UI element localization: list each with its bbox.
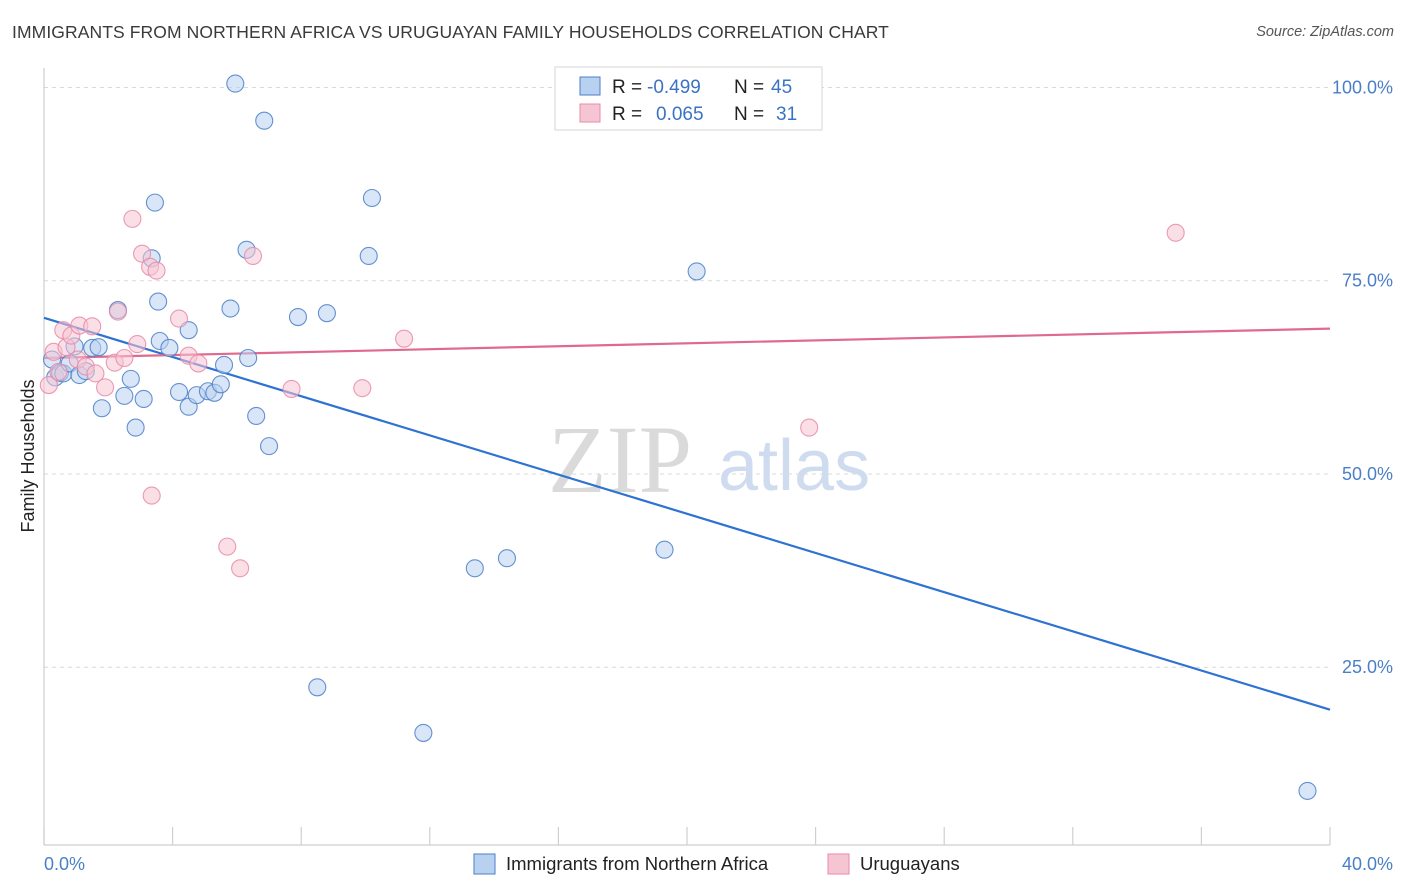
point-blue-13: [121, 369, 140, 388]
series-legend-swatch-blue: [473, 853, 496, 875]
point-blue-34: [255, 111, 274, 130]
watermark-zip: ZIP: [548, 406, 692, 513]
point-blue-27: [211, 375, 230, 394]
point-blue-23: [179, 321, 198, 340]
series-legend: Immigrants from Northern Africa Uruguaya…: [473, 853, 960, 875]
x-tick-label-0: 0.0%: [44, 854, 85, 874]
series-legend-swatch-pink: [827, 853, 850, 875]
trend-layer: [43, 316, 1331, 711]
trend-line-blue: [43, 316, 1331, 711]
point-blue-18: [149, 292, 168, 311]
point-pink-21: [169, 309, 189, 328]
point-pink-25: [231, 559, 250, 578]
y-tick-label-3: 100.0%: [1332, 77, 1393, 97]
trend-line-pink: [43, 327, 1331, 360]
point-pink-29: [395, 329, 414, 348]
watermark-atlas: atlas: [718, 426, 870, 506]
point-blue-41: [414, 723, 433, 742]
legend-r-value-blue: -0.499: [647, 77, 701, 98]
point-blue-29: [221, 299, 240, 318]
point-blue-46: [1298, 781, 1317, 800]
legend-r-label-blue: R =: [612, 77, 642, 98]
legend-n-value-blue: 45: [771, 77, 792, 98]
point-pink-13: [108, 302, 127, 321]
point-blue-15: [134, 389, 153, 409]
point-blue-28: [214, 355, 234, 375]
point-pink-27: [282, 379, 301, 398]
point-blue-9: [89, 338, 108, 357]
point-blue-43: [497, 549, 517, 568]
legend-swatch-pink: [579, 103, 601, 123]
series-legend-label-blue: Immigrants from Northern Africa: [506, 853, 769, 874]
point-blue-45: [687, 262, 706, 281]
y-axis-title: Family Households: [18, 379, 38, 532]
legend-n-label-pink: N =: [734, 104, 764, 125]
point-blue-36: [288, 307, 308, 327]
point-pink-30: [800, 418, 819, 437]
point-blue-17: [145, 193, 164, 212]
point-pink-19: [147, 261, 166, 280]
source-label: Source: ZipAtlas.com: [1256, 24, 1394, 40]
point-pink-17: [133, 244, 152, 263]
chart-title: IMMIGRANTS FROM NORTHERN AFRICA VS URUGU…: [12, 22, 889, 42]
point-blue-12: [115, 386, 134, 405]
point-blue-42: [465, 559, 484, 578]
point-blue-40: [362, 188, 381, 208]
point-pink-26: [243, 246, 263, 266]
point-pink-20: [142, 486, 161, 505]
legend-swatch-blue: [579, 76, 601, 96]
legend-n-value-pink: 31: [776, 104, 797, 125]
point-blue-39: [359, 246, 378, 266]
y-tick-label-1: 50.0%: [1342, 464, 1393, 484]
stats-legend: R = -0.499 N = 45 R = 0.065 N = 31: [554, 66, 823, 131]
point-blue-21: [169, 382, 189, 402]
point-blue-14: [126, 418, 145, 437]
point-blue-30: [226, 74, 245, 93]
point-blue-38: [317, 304, 336, 323]
point-pink-0: [39, 376, 58, 395]
legend-r-value-pink: 0.065: [656, 104, 704, 125]
point-blue-44: [655, 540, 674, 559]
point-pink-14: [115, 348, 134, 368]
point-pink-31: [1166, 223, 1185, 242]
point-blue-20: [160, 338, 179, 358]
point-pink-9: [83, 317, 102, 336]
point-blue-32: [239, 348, 258, 368]
series-legend-label-pink: Uruguayans: [860, 853, 960, 874]
watermark: ZIP atlas: [548, 406, 870, 513]
point-pink-2: [49, 362, 68, 381]
point-blue-35: [259, 437, 279, 456]
y-tick-label-2: 75.0%: [1342, 271, 1393, 291]
axis-layer: [43, 68, 1331, 846]
point-blue-37: [308, 678, 327, 697]
point-pink-24: [218, 537, 237, 556]
point-pink-10: [86, 364, 105, 383]
point-blue-10: [92, 399, 111, 418]
point-pink-11: [96, 378, 115, 397]
point-pink-28: [353, 379, 372, 398]
y-tick-labels: 25.0% 50.0% 75.0% 100.0%: [1332, 77, 1393, 677]
point-blue-33: [247, 406, 266, 426]
x-tick-label-1: 40.0%: [1342, 854, 1393, 874]
y-tick-label-0: 25.0%: [1342, 657, 1393, 677]
point-pink-23: [189, 354, 208, 373]
legend-r-label-pink: R =: [612, 104, 642, 125]
x-tick-labels: 0.0% 40.0%: [44, 854, 1393, 874]
legend-n-label-blue: N =: [734, 77, 764, 98]
point-pink-15: [123, 209, 142, 228]
points-layer: [39, 74, 1317, 800]
point-pink-16: [128, 335, 147, 354]
